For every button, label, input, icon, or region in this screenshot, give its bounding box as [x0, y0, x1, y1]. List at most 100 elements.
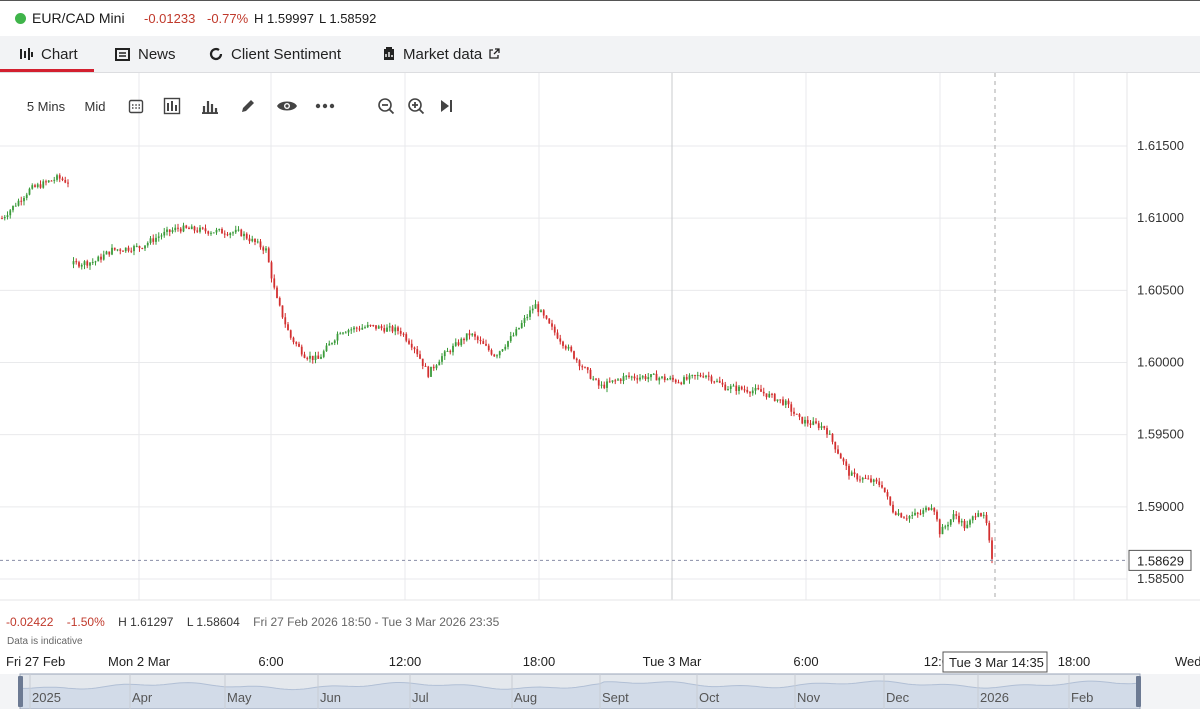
- candle-body: [633, 376, 636, 379]
- draw-icon[interactable]: [236, 86, 260, 126]
- candle-up: [135, 243, 138, 248]
- candle-body: [608, 381, 611, 383]
- candle-up: [460, 337, 463, 347]
- candle-down: [421, 358, 424, 370]
- candle-up: [328, 340, 331, 346]
- candle-body: [705, 375, 707, 378]
- candle-down: [839, 452, 842, 459]
- tab-client-sentiment[interactable]: Client Sentiment: [209, 36, 341, 72]
- jump-to-latest-icon[interactable]: [434, 86, 458, 126]
- candle-body: [355, 327, 358, 329]
- candle-down: [67, 179, 69, 188]
- candle-body: [870, 478, 872, 482]
- candle-body: [881, 485, 883, 488]
- candle-up: [42, 179, 45, 189]
- tab-chart[interactable]: Chart: [0, 36, 94, 72]
- candle-up: [155, 233, 157, 245]
- candle-body: [91, 262, 94, 264]
- candle-body: [982, 514, 985, 516]
- candle-body: [677, 382, 680, 384]
- candle-body: [234, 229, 237, 233]
- candle-down: [542, 309, 545, 319]
- navigator-handle[interactable]: [1136, 676, 1141, 707]
- candle-up: [190, 224, 193, 230]
- candle-body: [861, 477, 864, 480]
- candle-body: [562, 341, 564, 346]
- candle-body: [683, 377, 685, 384]
- candle-up: [97, 255, 100, 262]
- navigator-label: Oct: [699, 690, 720, 705]
- candle-body: [916, 512, 919, 514]
- price-chart[interactable]: 1.61500 1.61000 1.60500 1.60000 1.59500 1.590…: [0, 73, 1200, 709]
- candle-down: [801, 416, 804, 425]
- price-type-select[interactable]: Mid: [84, 98, 106, 114]
- candle-body: [826, 428, 828, 435]
- candle-down: [900, 512, 903, 518]
- zoom-out-icon[interactable]: [374, 86, 398, 126]
- eye-icon[interactable]: [274, 86, 300, 126]
- candle-down: [278, 296, 281, 307]
- chart-type-icon[interactable]: [160, 86, 184, 126]
- candle-up: [784, 399, 787, 409]
- candle-down: [75, 258, 78, 265]
- candle-down: [718, 376, 721, 384]
- candle-down: [859, 475, 861, 483]
- zoom-in-icon[interactable]: [404, 86, 428, 126]
- candle-down: [397, 325, 399, 335]
- candle-up: [949, 519, 952, 527]
- candle-up: [102, 250, 105, 261]
- candle-body: [905, 518, 908, 520]
- candle-down: [34, 183, 36, 188]
- candle-down: [204, 224, 207, 234]
- candle-up: [350, 327, 353, 334]
- y-tick-label: 1.59500: [1137, 427, 1184, 442]
- tab-news-label: News: [138, 45, 176, 63]
- candle-down: [894, 510, 897, 516]
- calendar-icon[interactable]: [124, 86, 148, 126]
- candle-up: [435, 364, 438, 371]
- candle-up: [353, 326, 355, 333]
- candle-up: [969, 518, 971, 528]
- candle-body: [427, 366, 430, 377]
- candle-down: [127, 245, 130, 253]
- candle-body: [157, 236, 160, 238]
- candle-up: [850, 470, 853, 476]
- candle-up: [529, 306, 531, 321]
- candle-body: [567, 346, 570, 349]
- candle-down: [201, 226, 204, 230]
- candle-down: [78, 260, 80, 269]
- candle-up: [309, 351, 311, 363]
- more-icon[interactable]: [312, 86, 338, 126]
- candle-down: [655, 370, 658, 381]
- candle-up: [872, 478, 875, 487]
- candle-body: [859, 479, 861, 481]
- candle-down: [562, 340, 564, 349]
- candle-body: [12, 205, 14, 211]
- candle-body: [630, 376, 633, 378]
- navigator-handle[interactable]: [18, 676, 23, 707]
- candle-down: [870, 475, 872, 484]
- candle-body: [221, 229, 223, 234]
- candle-up: [531, 304, 534, 314]
- candle-body: [421, 358, 424, 366]
- candle-body: [311, 355, 314, 361]
- candle-body: [146, 242, 149, 246]
- candle-down: [311, 355, 314, 364]
- candle-body: [669, 377, 672, 380]
- candle-body: [980, 513, 982, 516]
- candle-up: [507, 340, 509, 350]
- candle-up: [897, 508, 900, 517]
- candle-body: [215, 229, 218, 233]
- day-low: L 1.58592: [319, 11, 377, 26]
- candle-down: [740, 385, 743, 391]
- candle-up: [727, 385, 729, 391]
- candle-body: [762, 391, 765, 394]
- candle-up: [80, 263, 83, 270]
- candle-down: [685, 373, 688, 381]
- indicators-icon[interactable]: [198, 86, 222, 126]
- tab-news[interactable]: News: [115, 36, 176, 72]
- y-tick-label: 1.60500: [1137, 282, 1184, 297]
- candle-down: [628, 372, 630, 379]
- tab-market-data[interactable]: Market data: [383, 36, 500, 72]
- interval-select[interactable]: 5 Mins: [26, 98, 66, 114]
